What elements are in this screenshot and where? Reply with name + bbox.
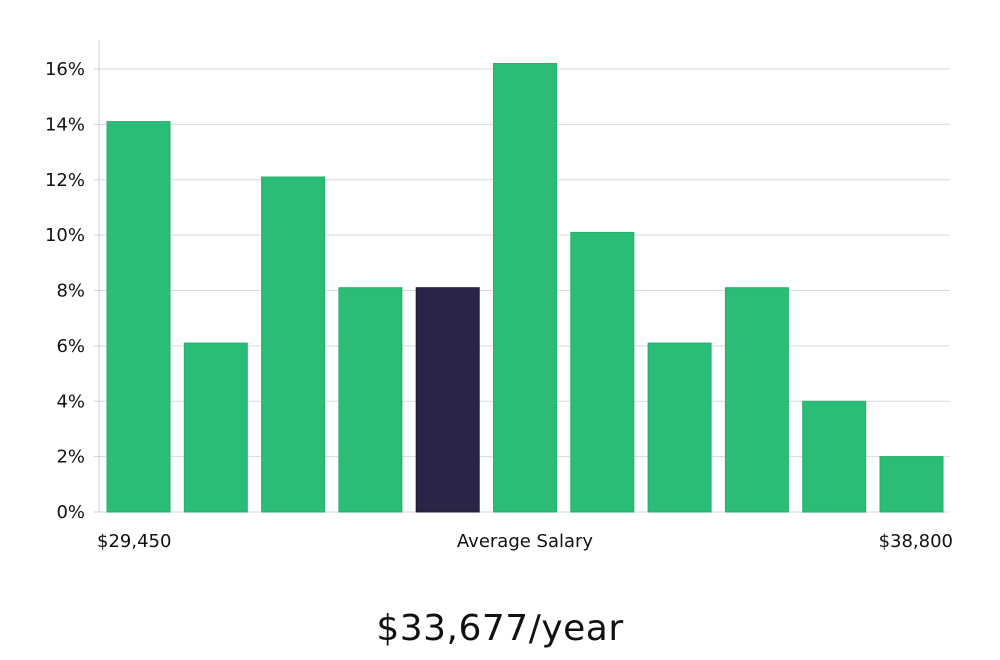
y-tick-label: 2% <box>56 447 85 468</box>
bar <box>183 342 248 513</box>
y-tick-label: 10% <box>45 225 85 246</box>
bar <box>106 121 171 513</box>
bars <box>106 63 944 513</box>
bar <box>879 456 944 513</box>
bar <box>493 63 557 513</box>
bar <box>261 176 326 513</box>
x-label-min: $29,450 <box>97 531 171 552</box>
y-tick-label: 12% <box>45 170 85 191</box>
bar <box>802 400 867 513</box>
salary-histogram: 0% 2% 4% 6% 8% 10% 12% 14% 16% $29,450 Average S… <box>45 40 953 552</box>
bar-highlighted <box>415 287 480 513</box>
x-label-average: Average Salary <box>457 531 594 552</box>
bar <box>570 231 635 513</box>
average-salary-value: $33,677/year <box>376 608 624 649</box>
bar <box>338 287 403 513</box>
bar <box>724 287 789 513</box>
x-label-max: $38,800 <box>879 531 953 552</box>
y-axis-ticks: 0% 2% 4% 6% 8% 10% 12% 14% 16% <box>45 59 99 523</box>
y-tick-label: 14% <box>45 114 85 135</box>
y-tick-label: 6% <box>56 336 85 357</box>
y-tick-label: 16% <box>45 59 85 80</box>
y-tick-label: 0% <box>56 502 85 523</box>
bar <box>647 342 712 513</box>
y-tick-label: 4% <box>56 391 85 412</box>
y-tick-label: 8% <box>56 281 85 302</box>
